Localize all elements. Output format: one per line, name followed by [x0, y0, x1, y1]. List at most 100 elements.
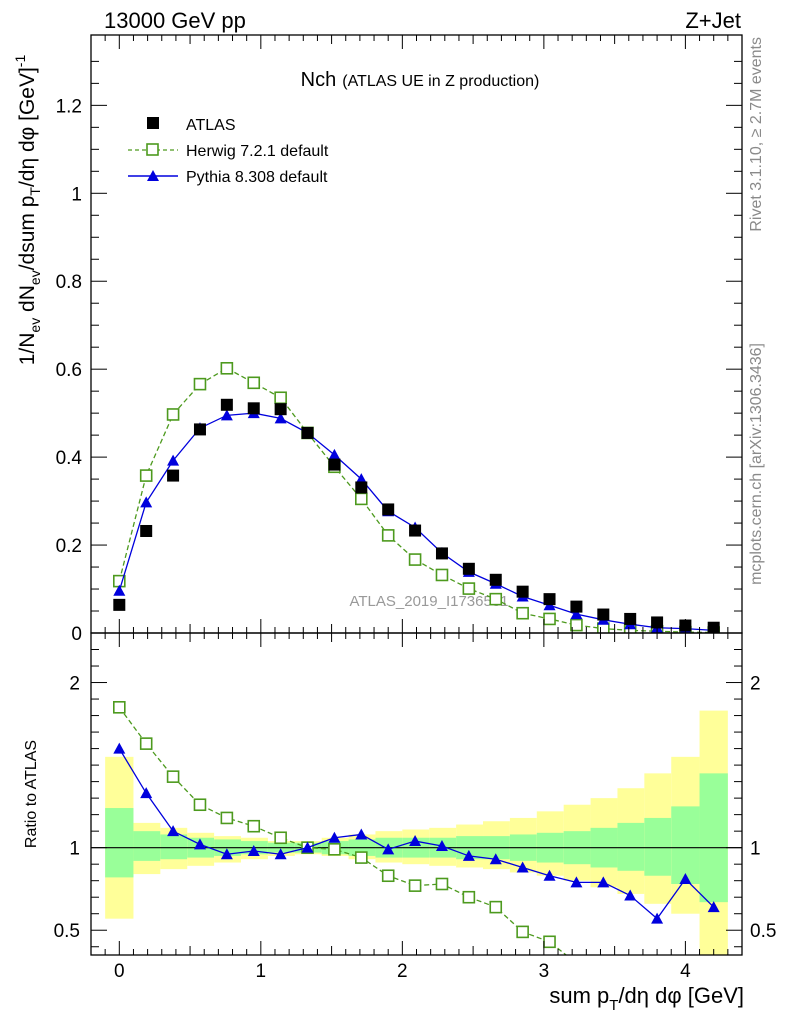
stat-band-bin: [133, 831, 161, 861]
ratio-pythia-8-308-default-point: [462, 849, 475, 861]
main-atlas-point: [409, 524, 422, 537]
subtitle-text: (ATLAS UE in Z production): [342, 73, 539, 90]
ratio-herwig-7-2-1-default-point: [408, 879, 422, 892]
main-pythia-8-308-default-point: [328, 448, 341, 460]
ratio-pythia-8-308-default-point: [597, 876, 610, 888]
main-herwig-7-2-1-default-point: [274, 391, 287, 405]
energy-label: 13000 GeV pp: [104, 8, 246, 33]
legend-pythia-label: Pythia 8.308 default: [186, 169, 328, 186]
main-atlas-point: [543, 593, 556, 606]
main-pythia-8-308-default-point: [274, 412, 287, 424]
stat-band-bin: [699, 773, 728, 903]
main-atlas-point: [220, 398, 233, 411]
main-y-tick-label: 1.2: [56, 96, 82, 117]
ratio-herwig-7-2-1-default-point: [139, 737, 153, 750]
main-series-layer: [113, 361, 720, 633]
main-pythia-8-308-default-point: [167, 454, 180, 466]
ratio-y-axis-label: Ratio to ATLAS: [23, 740, 40, 848]
ratio-pythia-8-308-default-point: [516, 861, 529, 873]
ratio-herwig-7-2-1-default-point: [247, 819, 261, 833]
main-herwig-7-2-1-default-line: [118, 367, 714, 633]
ratio-pythia-8-308-default-point: [247, 844, 260, 856]
ratio-herwig-7-2-1-default-point: [328, 843, 341, 856]
ratio-herwig-7-2-1-default-point: [489, 900, 503, 914]
main-atlas-point: [328, 458, 341, 471]
main-y-axis-label: 1/Nev dNev/dsum pT/dη dφ [GeV]-1: [12, 55, 43, 366]
main-pythia-8-308-default-point: [113, 584, 126, 596]
ratio-pythia-8-308-default-point: [355, 828, 368, 840]
ratio-herwig-7-2-1-default-point: [516, 925, 529, 939]
main-atlas-point: [435, 547, 448, 560]
ratio-herwig-7-2-1-default-line: [118, 706, 568, 955]
main-y-tick-label: 0.6: [56, 360, 82, 381]
main-atlas-point: [382, 503, 395, 516]
ratio-y-tick-label-left: 2: [69, 674, 80, 695]
legend-atlas-label: ATLAS: [186, 117, 236, 134]
ratio-herwig-7-2-1-default-point: [435, 877, 449, 891]
legend-pythia-marker: [147, 170, 159, 181]
stat-band-bin: [644, 817, 672, 876]
main-herwig-7-2-1-default-point: [462, 582, 476, 595]
main-herwig-7-2-1-default-point: [193, 377, 207, 391]
legend-atlas-marker: [147, 117, 159, 129]
ratio-pythia-8-308-default-point: [570, 876, 583, 888]
legend-herwig-marker: [146, 143, 159, 156]
main-atlas-point: [301, 426, 314, 439]
ratio-herwig-7-2-1-default-point: [274, 831, 287, 845]
ratio-pythia-8-308-default-point: [328, 831, 341, 843]
main-y-tick-label: 0: [71, 624, 82, 645]
ratio-pythia-8-308-default-point: [167, 825, 180, 837]
main-y-tick-label: 1: [71, 184, 82, 205]
main-herwig-7-2-1-default-point: [139, 469, 153, 482]
main-herwig-7-2-1-default-point: [570, 618, 583, 632]
main-atlas-point: [274, 403, 287, 416]
ratio-pythia-8-308-default-point: [489, 853, 502, 865]
main-y-tick-label: 0.4: [56, 448, 83, 469]
main-atlas-point: [489, 573, 502, 586]
main-herwig-7-2-1-default-point: [516, 606, 529, 620]
source-label: mcplots.cern.ch [arXiv:1306.3436]: [748, 343, 765, 585]
main-atlas-point: [624, 612, 637, 625]
main-pythia-8-308-default-point: [355, 473, 368, 485]
main-herwig-7-2-1-default-point: [247, 376, 261, 390]
stat-band-bin: [671, 806, 700, 884]
main-herwig-7-2-1-default-point: [435, 568, 449, 582]
ratio-pythia-8-308-default-point: [301, 841, 314, 853]
legend: ATLAS Herwig 7.2.1 default Pythia 8.308 …: [128, 117, 329, 186]
x-tick-label: 4: [680, 961, 691, 982]
ratio-pythia-8-308-default-point: [707, 901, 720, 913]
x-axis-label: sum pT/dη dφ [GeV]: [549, 983, 744, 1014]
main-herwig-7-2-1-default-point: [489, 592, 503, 606]
ratio-herwig-7-2-1-default-point: [462, 890, 476, 904]
main-herwig-7-2-1-default-point: [408, 553, 422, 566]
main-pythia-8-308-default-point: [570, 608, 583, 620]
process-label: Z+Jet: [685, 8, 741, 33]
main-atlas-point: [113, 598, 126, 611]
x-tick-label: 2: [397, 961, 408, 982]
ratio-pythia-8-308-default-point: [679, 873, 692, 885]
main-atlas-point: [140, 524, 153, 537]
ratio-uncertainty-bands: [91, 710, 742, 955]
x-tick-label: 1: [256, 961, 267, 982]
stat-band-bin: [617, 822, 645, 871]
ratio-herwig-7-2-1-default-point: [381, 869, 395, 883]
ratio-y-tick-label-left: 0.5: [54, 921, 80, 942]
ratio-herwig-7-2-1-default-point: [571, 958, 582, 969]
ratio-herwig-7-2-1-default-point: [543, 935, 556, 949]
ratio-pythia-8-308-default-point: [409, 835, 422, 847]
main-atlas-point: [570, 600, 583, 613]
ratio-herwig-7-2-1-default-point: [355, 851, 368, 864]
main-atlas-point: [167, 469, 180, 482]
main-atlas-point: [651, 616, 664, 629]
x-tick-label: 0: [114, 961, 125, 982]
ratio-pythia-8-308-default-point: [113, 742, 126, 754]
main-title: Nch (ATLAS UE in Z production): [301, 69, 540, 91]
ratio-y-tick-label-right: 2: [750, 674, 761, 695]
main-atlas-point: [247, 402, 260, 415]
ratio-herwig-7-2-1-default-point: [220, 811, 234, 825]
main-herwig-7-2-1-default-point: [543, 612, 556, 626]
ratio-herwig-7-2-1-default-point: [113, 701, 126, 714]
ratio-herwig-7-2-1-default-point: [193, 798, 207, 812]
ratio-pythia-8-308-default-point: [624, 889, 637, 901]
